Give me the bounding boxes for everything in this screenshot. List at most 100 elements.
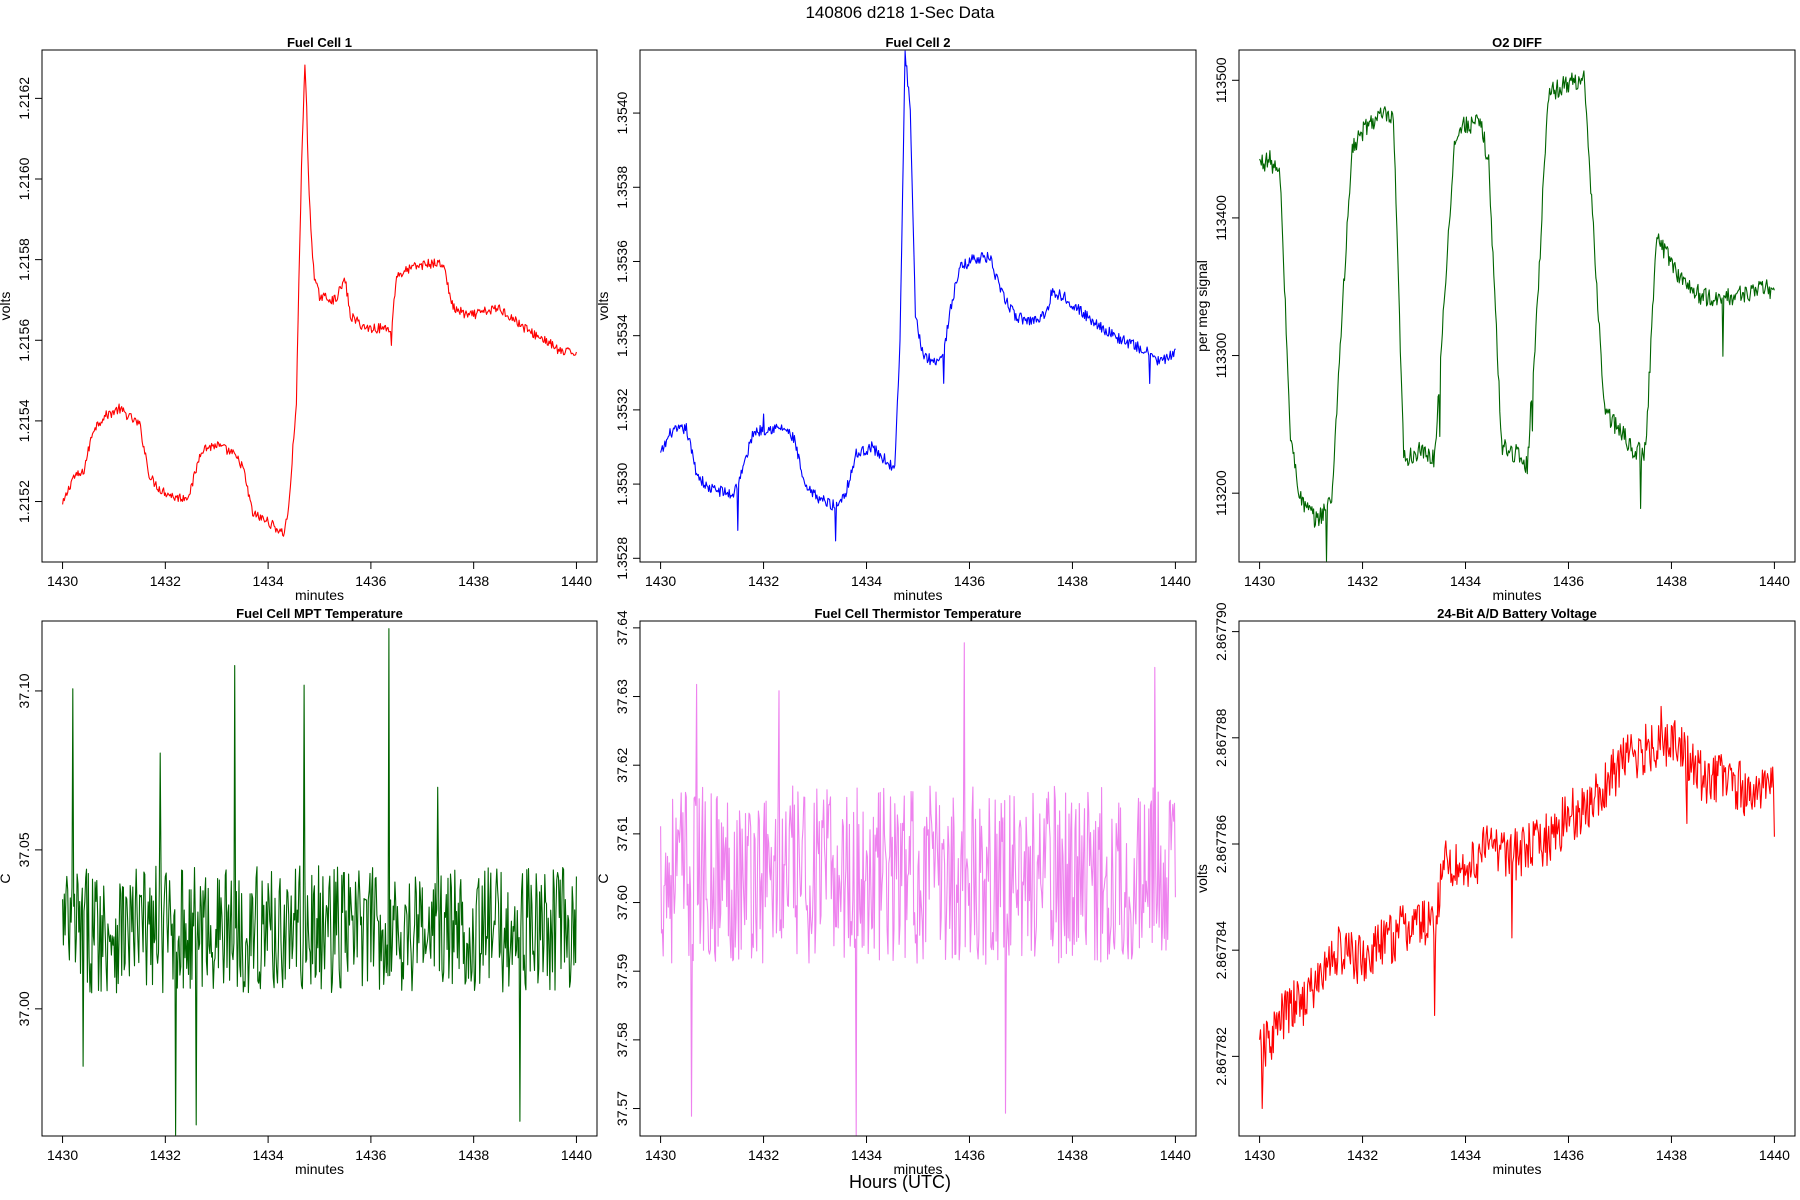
figure-title: 140806 d218 1-Sec Data: [805, 3, 995, 22]
y-tick-label: 1.2162: [16, 77, 32, 120]
series-line: [62, 64, 577, 537]
y-tick-label: 37.57: [614, 1091, 630, 1126]
panel-title: Fuel Cell MPT Temperature: [236, 606, 403, 621]
x-tick-label: 1430: [1244, 1147, 1275, 1163]
figure-x-title: Hours (UTC): [849, 1172, 951, 1192]
x-axis-label: minutes: [1492, 587, 1541, 603]
y-tick-label: 1.2152: [16, 480, 32, 523]
x-axis-label: minutes: [295, 587, 344, 603]
y-tick-label: 1.3530: [614, 462, 630, 505]
y-tick-label: 113500: [1213, 57, 1229, 103]
x-tick-label: 1432: [748, 1147, 779, 1163]
y-axis-label: C: [0, 873, 13, 883]
panel-title: Fuel Cell Thermistor Temperature: [814, 606, 1021, 621]
y-tick-label: 37.05: [16, 832, 32, 867]
x-tick-label: 1438: [1656, 1147, 1687, 1163]
y-axis-label: per meg signal: [1194, 260, 1210, 352]
series-line: [660, 642, 1176, 1136]
chart-panel-4: Fuel Cell MPT Temperature 1430 1432 1434 143…: [0, 606, 598, 1177]
panel-title: 24-Bit A/D Battery Voltage: [1437, 606, 1597, 621]
y-tick-label: 37.61: [614, 816, 630, 851]
x-tick-label: 1434: [1450, 573, 1481, 589]
plot-frame: [41, 620, 598, 1137]
x-axis-label: minutes: [295, 1161, 344, 1177]
x-tick-label: 1436: [355, 573, 386, 589]
series-line: [62, 628, 577, 1136]
y-tick-label: 37.63: [614, 679, 630, 714]
y-tick-label: 1.3538: [614, 166, 630, 209]
y-tick-label: 1.3532: [614, 388, 630, 431]
y-axis-label: volts: [1194, 864, 1210, 893]
y-tick-label: 113300: [1213, 333, 1229, 379]
x-tick-label: 1434: [1450, 1147, 1481, 1163]
x-tick-label: 1430: [47, 1147, 78, 1163]
y-axis-label: volts: [595, 292, 611, 321]
plot-frame: [639, 49, 1197, 563]
x-tick-label: 1432: [1347, 1147, 1378, 1163]
y-tick-label: 2.867786: [1213, 815, 1229, 874]
plot-frame: [639, 620, 1197, 1137]
y-tick-label: 2.867782: [1213, 1027, 1229, 1086]
x-tick-label: 1438: [1656, 573, 1687, 589]
x-tick-label: 1430: [1244, 573, 1275, 589]
y-tick-label: 1.2154: [16, 399, 32, 442]
x-tick-label: 1432: [1347, 573, 1378, 589]
y-axis-label: C: [595, 873, 611, 883]
y-axis-label: volts: [0, 292, 13, 321]
chart-panel-3: O2 DIFF 1430 1432 1434 1436 1438 1440 113200 113…: [1194, 35, 1796, 603]
y-tick-label: 1.2158: [16, 238, 32, 281]
series-line: [1259, 70, 1775, 562]
panel-title: O2 DIFF: [1492, 35, 1542, 50]
x-axis-label: minutes: [893, 1161, 942, 1177]
x-tick-label: 1440: [561, 1147, 592, 1163]
y-tick-label: 37.10: [16, 673, 32, 708]
y-tick-label: 1.2160: [16, 157, 32, 200]
x-tick-label: 1436: [1553, 1147, 1584, 1163]
chart-panel-1: Fuel Cell 1 1430 1432 1434 1436 1438 1440 1.215…: [0, 35, 598, 603]
chart-panel-6: 24-Bit A/D Battery Voltage 1430 1432 1434 14…: [1194, 602, 1796, 1177]
x-tick-label: 1432: [150, 573, 181, 589]
x-tick-label: 1436: [954, 573, 985, 589]
y-tick-label: 37.60: [614, 885, 630, 920]
series-line: [660, 50, 1176, 542]
y-tick-label: 113400: [1213, 195, 1229, 241]
y-tick-label: 1.3528: [614, 537, 630, 580]
x-tick-label: 1430: [645, 1147, 676, 1163]
x-tick-label: 1430: [645, 573, 676, 589]
x-tick-label: 1436: [1553, 573, 1584, 589]
y-tick-label: 37.64: [614, 610, 630, 645]
y-tick-label: 37.58: [614, 1022, 630, 1057]
x-tick-label: 1440: [1160, 573, 1191, 589]
x-axis-label: minutes: [893, 587, 942, 603]
x-tick-label: 1436: [355, 1147, 386, 1163]
x-tick-label: 1434: [851, 573, 882, 589]
y-tick-label: 37.62: [614, 747, 630, 782]
x-tick-label: 1440: [561, 573, 592, 589]
y-tick-label: 113200: [1213, 470, 1229, 516]
x-tick-label: 1434: [253, 1147, 284, 1163]
y-tick-label: 37.00: [16, 991, 32, 1026]
plot-frame: [1238, 49, 1796, 563]
y-tick-label: 1.3540: [614, 91, 630, 134]
x-tick-label: 1432: [748, 573, 779, 589]
y-tick-label: 1.3534: [614, 314, 630, 357]
panel-title: Fuel Cell 1: [287, 35, 352, 50]
x-tick-label: 1436: [954, 1147, 985, 1163]
x-tick-label: 1430: [47, 573, 78, 589]
y-tick-label: 1.3536: [614, 240, 630, 283]
plot-frame: [41, 49, 598, 563]
x-tick-label: 1438: [458, 1147, 489, 1163]
chart-panel-5: Fuel Cell Thermistor Temperature 1430 1432…: [595, 606, 1197, 1177]
panel-title: Fuel Cell 2: [885, 35, 950, 50]
x-tick-label: 1432: [150, 1147, 181, 1163]
x-tick-label: 1438: [1057, 573, 1088, 589]
y-tick-label: 2.867788: [1213, 708, 1229, 767]
series-line: [1259, 705, 1775, 1110]
x-tick-label: 1438: [458, 573, 489, 589]
chart-panel-2: Fuel Cell 2 1430 1432 1434 1436 1438 1440 1.352…: [595, 35, 1197, 603]
x-axis-label: minutes: [1492, 1161, 1541, 1177]
x-tick-label: 1440: [1759, 1147, 1790, 1163]
x-tick-label: 1434: [253, 573, 284, 589]
y-tick-label: 1.2156: [16, 319, 32, 362]
